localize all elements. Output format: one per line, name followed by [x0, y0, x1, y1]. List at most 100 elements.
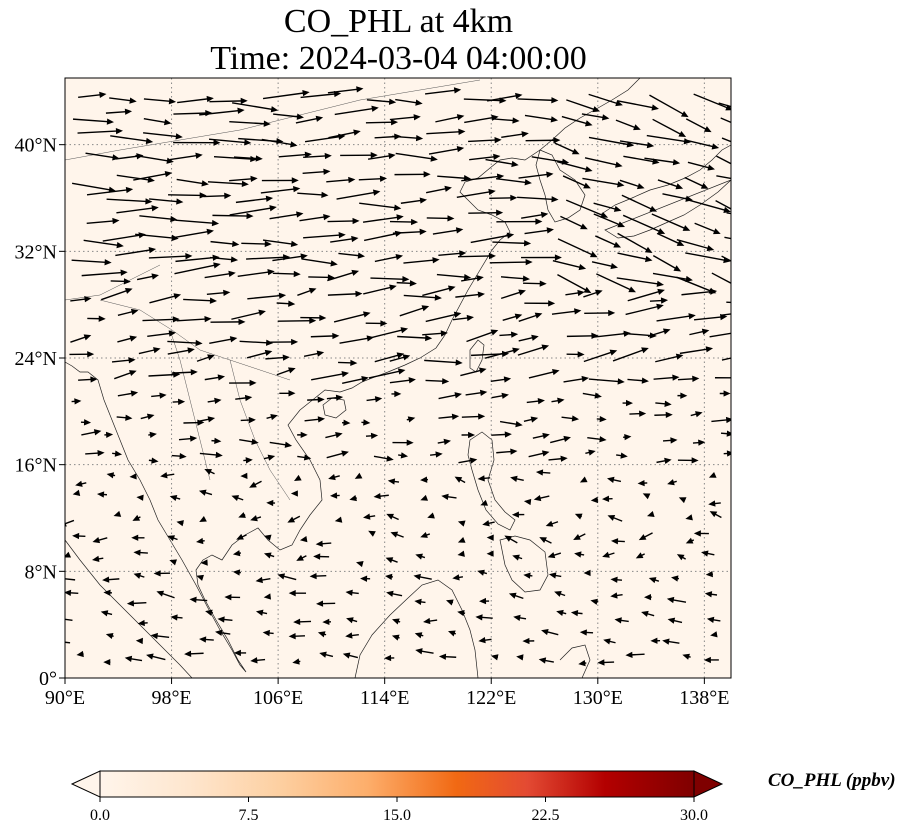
wind-arrow — [395, 152, 434, 160]
wind-arrow-head — [277, 573, 286, 580]
wind-arrow-head — [205, 609, 213, 616]
wind-arrow-head — [195, 152, 203, 159]
wind-arrow-head — [523, 498, 532, 506]
wind-arrow-head — [414, 632, 423, 639]
wind-arrow-head — [176, 520, 184, 527]
wind-arrow — [235, 197, 270, 204]
wind-arrow-head — [546, 171, 554, 178]
wind-arrow-head — [346, 617, 354, 624]
wind-arrow — [77, 130, 119, 134]
wind-arrow-head — [334, 516, 343, 523]
y-axis: 0° 8°N 16°N 24°N 32°N 40°N — [15, 135, 65, 690]
wind-arrow-head — [207, 354, 215, 361]
wind-arrow-head — [703, 126, 712, 133]
wind-arrow-head — [146, 413, 155, 420]
wind-arrow-head — [518, 289, 526, 296]
wind-arrow — [169, 154, 199, 161]
wind-arrow-head — [137, 619, 145, 627]
wind-arrow-head — [388, 98, 397, 105]
wind-arrow — [231, 311, 262, 320]
wind-arrow — [139, 215, 174, 221]
wind-arrow — [110, 135, 150, 143]
wind-arrow — [470, 234, 511, 244]
wind-arrow-head — [479, 367, 487, 374]
wind-arrow-head — [615, 100, 623, 107]
wind-arrow — [262, 239, 295, 245]
wind-arrow — [167, 340, 199, 344]
wind-arrow — [500, 291, 523, 300]
wind-arrow-head — [602, 551, 610, 558]
wind-arrow-head — [749, 239, 756, 245]
wind-arrow — [209, 256, 234, 261]
wind-arrow-head — [613, 205, 622, 212]
wind-arrow — [358, 177, 383, 181]
wind-arrow — [468, 139, 498, 143]
wind-arrow-head — [294, 474, 302, 482]
wind-arrow — [425, 187, 448, 194]
wind-arrow-head — [479, 389, 488, 396]
wind-arrow-head — [510, 194, 518, 202]
wind-arrow-head — [644, 593, 652, 601]
wind-arrow-head — [159, 392, 167, 399]
wind-arrow-head — [124, 108, 133, 115]
wind-arrow-head — [723, 206, 731, 213]
wind-arrow-head — [176, 198, 184, 205]
wind-arrow — [493, 118, 516, 122]
x-tick-label: 138°E — [679, 687, 729, 709]
wind-arrow-head — [263, 552, 272, 559]
wind-arrow-head — [147, 176, 155, 183]
wind-arrow-head — [98, 315, 106, 322]
wind-arrow — [557, 273, 588, 292]
wind-arrow-head — [211, 219, 220, 227]
wind-arrow — [70, 298, 88, 302]
wind-arrow-head — [300, 253, 308, 260]
wind-arrow-head — [65, 551, 72, 558]
wind-arrow-head — [390, 119, 399, 126]
wind-arrow-head — [624, 434, 632, 441]
wind-arrow — [303, 155, 328, 158]
wind-arrow-head — [577, 289, 585, 297]
wind-arrow-head — [705, 346, 714, 353]
wind-arrow — [584, 157, 619, 167]
wind-arrow-head — [223, 289, 231, 296]
wind-arrow-head — [578, 660, 586, 667]
wind-arrow-head — [179, 452, 187, 460]
wind-arrow-head — [691, 457, 699, 464]
wind-arrow-head — [238, 512, 246, 518]
wind-arrow-head — [184, 650, 192, 657]
wind-arrow-head — [537, 397, 545, 405]
wind-arrow-head — [726, 430, 731, 437]
wind-arrow — [531, 156, 566, 163]
wind-arrow-head — [264, 349, 273, 356]
x-tick-label: 106°E — [253, 687, 303, 709]
wind-arrow-head — [636, 183, 645, 190]
wind-arrow-head — [215, 451, 223, 459]
wind-arrow-head — [133, 549, 141, 556]
wind-arrow — [461, 415, 482, 418]
wind-arrow — [65, 578, 76, 581]
wind-arrow-head — [617, 221, 626, 228]
wind-arrow-head — [496, 209, 504, 216]
wind-arrow — [721, 255, 731, 262]
wind-arrow — [81, 271, 124, 277]
wind-arrow-head — [706, 245, 715, 252]
wind-arrow — [422, 287, 452, 297]
wind-arrow-head — [240, 472, 248, 479]
wind-arrow-head — [599, 436, 607, 443]
wind-arrow-head — [263, 534, 272, 541]
wind-arrow-head — [415, 553, 423, 560]
wind-arrow-head — [236, 533, 244, 540]
wind-arrow-head — [322, 618, 330, 626]
wind-arrow — [517, 196, 555, 201]
wind-arrow-head — [510, 448, 518, 455]
wind-arrow-head — [615, 161, 623, 168]
wind-arrow-head — [150, 632, 158, 640]
wind-arrow-head — [196, 574, 204, 581]
wind-arrow-head — [390, 531, 399, 538]
wind-arrow — [499, 420, 519, 426]
wind-arrow-head — [443, 438, 451, 446]
wind-arrow — [65, 641, 71, 644]
wind-arrow-head — [396, 352, 405, 359]
wind-arrow-head — [456, 114, 465, 121]
wind-arrow — [371, 328, 405, 339]
